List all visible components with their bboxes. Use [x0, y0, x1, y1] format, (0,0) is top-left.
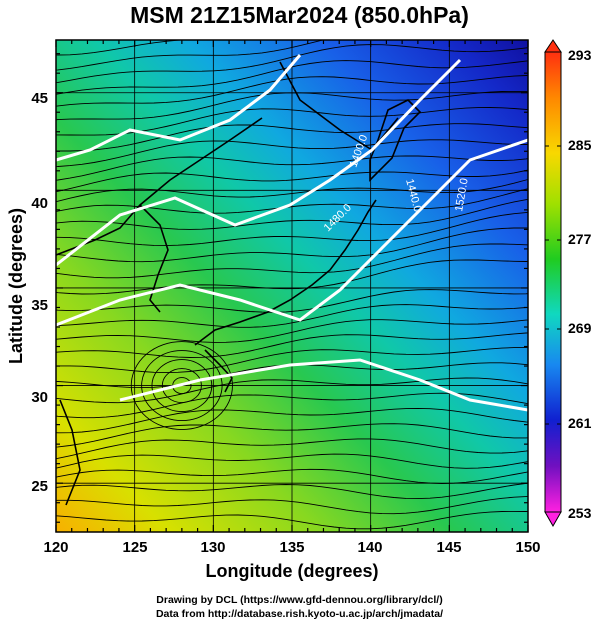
honshu-coast	[194, 199, 377, 346]
x-tick-label: 135	[279, 539, 304, 556]
colorbar-label: 285	[568, 137, 592, 153]
height-contours	[56, 54, 528, 412]
x-tick-label: 130	[200, 539, 225, 556]
y-tick-labels: 25 30 35 40 45	[31, 90, 48, 495]
colorbar-label: 253	[568, 505, 592, 521]
colorbar: 293 285 277 269 261 253	[544, 39, 592, 528]
x-tick-label: 145	[436, 539, 461, 556]
colorbar-labels: 293 285 277 269 261 253	[568, 47, 592, 521]
map-title: MSM 21Z15Mar2024 (850.0hPa)	[130, 2, 469, 28]
kyushu-coast	[204, 349, 233, 393]
lat-lon-grid	[56, 40, 528, 532]
x-axis-label: Longitude (degrees)	[205, 561, 378, 581]
y-tick-label: 35	[31, 297, 48, 314]
colorbar-top-arrow	[544, 39, 562, 53]
colorbar-label: 293	[568, 47, 592, 63]
x-tick-label: 150	[515, 539, 540, 556]
y-tick-label: 40	[31, 195, 48, 212]
colorbar-ticks	[545, 145, 561, 425]
credits-drawing: Drawing by DCL (https://www.gfd-dennou.o…	[156, 594, 443, 606]
colorbar-scale	[544, 51, 562, 513]
streamline	[56, 40, 190, 56]
colorbar-label: 277	[568, 231, 592, 247]
taiwan-coast	[59, 399, 81, 506]
contour-1520	[119, 358, 528, 412]
contour-label: 1520.0	[453, 177, 471, 212]
y-axis-label: Latitude (degrees)	[6, 208, 26, 364]
contour-1480	[56, 138, 528, 327]
contour-1400	[56, 54, 302, 162]
mainland-coast	[56, 117, 263, 256]
map-plot-area: 1400.0 1440.0 1480.0 1520.0	[56, 40, 528, 532]
y-tick-label: 45	[31, 90, 48, 107]
colorbar-label: 261	[568, 415, 592, 431]
colorbar-bottom-arrow	[544, 511, 562, 528]
x-tick-label: 125	[122, 539, 147, 556]
x-tick-label: 140	[357, 539, 382, 556]
x-tick-labels: 120 125 130 135 140 145 150	[43, 539, 540, 556]
korea-coast	[139, 204, 169, 313]
colorbar-label: 269	[568, 320, 592, 336]
credits-data: Data from http://database.rish.kyoto-u.a…	[155, 608, 444, 620]
x-tick-label: 120	[43, 539, 68, 556]
hokkaido-coast	[369, 99, 422, 182]
y-tick-label: 25	[31, 478, 48, 495]
axis-ticks	[55, 40, 529, 532]
y-tick-label: 30	[31, 389, 48, 406]
contour-1440	[56, 58, 462, 267]
